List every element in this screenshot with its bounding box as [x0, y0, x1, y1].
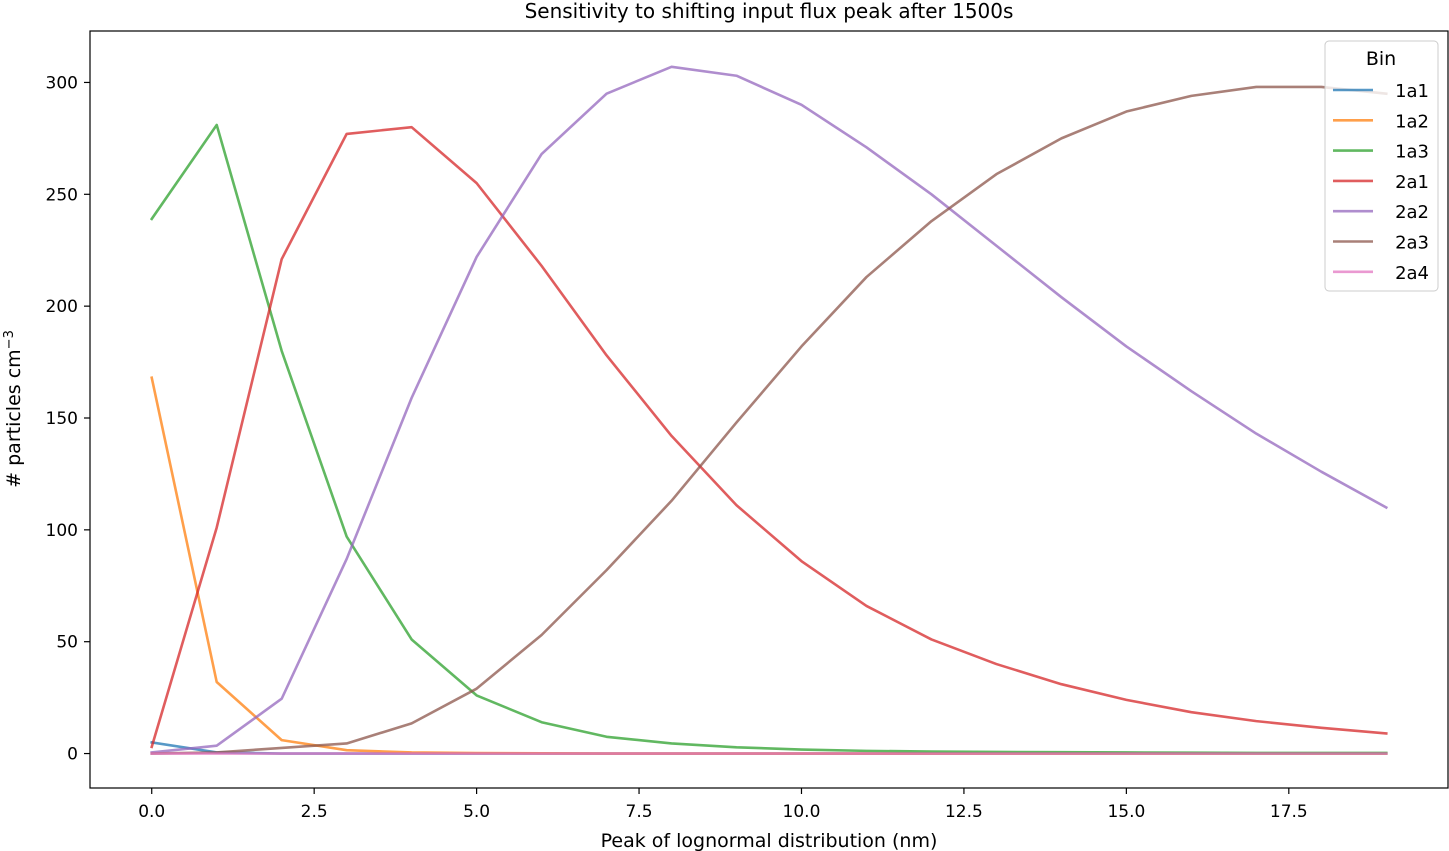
legend-label-1a2: 1a2 — [1395, 111, 1429, 132]
y-axis-label-text: # particles cm — [3, 349, 25, 488]
legend-box — [1324, 40, 1439, 292]
plot-frame — [89, 30, 1449, 789]
legend-label-2a4: 2a4 — [1395, 263, 1429, 284]
series-line-1a2 — [150, 376, 1388, 755]
legend-label-2a3: 2a3 — [1395, 233, 1429, 254]
y-axis-label: # particles cm−3 — [2, 330, 25, 488]
series-layer — [149, 65, 1389, 755]
series-line-1a3 — [149, 123, 1388, 755]
y-tick-label: 250 — [46, 185, 78, 205]
x-axis-label: Peak of lognormal distribution (nm) — [601, 830, 938, 851]
x-tick-label: 15.0 — [1107, 802, 1145, 822]
legend: Bin 1a1 1a2 1a3 2a1 2a2 2a3 2a4 — [1324, 40, 1439, 292]
legend-items: 1a1 1a2 1a3 2a1 2a2 2a3 2a4 — [1333, 81, 1429, 284]
x-tick-label: 12.5 — [945, 802, 983, 822]
x-tick-label: 2.5 — [301, 802, 328, 822]
y-tick-label: 300 — [46, 73, 78, 93]
x-tick-label: 0.0 — [138, 802, 165, 822]
y-tick-label: 0 — [67, 745, 78, 765]
y-tick-label: 150 — [46, 409, 78, 429]
legend-label-2a1: 2a1 — [1395, 172, 1429, 193]
legend-label-1a1: 1a1 — [1395, 81, 1429, 102]
chart-title: Sensitivity to shifting input flux peak … — [525, 0, 1014, 23]
y-axis: 0 50 100 150 200 250 300 — [46, 73, 90, 765]
series-line-2a3 — [150, 85, 1388, 755]
series-line-2a2 — [150, 65, 1389, 754]
y-axis-label-exponent: −3 — [2, 330, 17, 349]
legend-label-1a3: 1a3 — [1395, 142, 1429, 163]
x-tick-label: 7.5 — [626, 802, 653, 822]
x-tick-label: 17.5 — [1270, 802, 1308, 822]
x-axis: 0.0 2.5 5.0 7.5 10.0 12.5 15.0 17.5 — [138, 788, 1308, 822]
y-tick-label: 200 — [46, 297, 78, 317]
legend-title: Bin — [1366, 48, 1396, 70]
x-tick-label: 5.0 — [463, 802, 490, 822]
series-line-2a1 — [150, 125, 1388, 749]
y-tick-label: 100 — [46, 521, 78, 541]
y-tick-label: 50 — [56, 633, 78, 653]
x-tick-label: 10.0 — [783, 802, 821, 822]
legend-label-2a2: 2a2 — [1395, 202, 1429, 223]
